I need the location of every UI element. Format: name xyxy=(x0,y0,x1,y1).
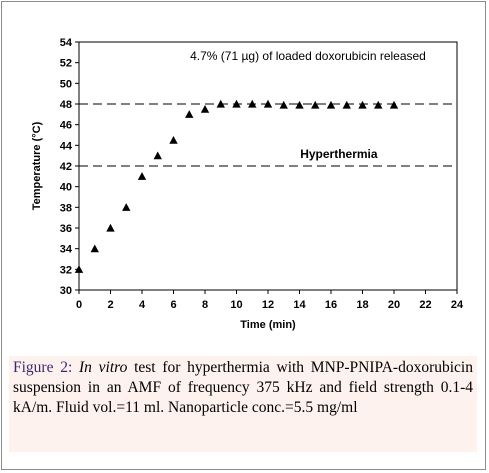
y-tick-label: 40 xyxy=(60,182,72,194)
x-tick-label: 24 xyxy=(451,299,464,311)
y-tick-label: 38 xyxy=(60,202,72,214)
data-point xyxy=(106,223,115,232)
x-tick-label: 14 xyxy=(293,299,306,311)
x-tick-label: 4 xyxy=(139,299,146,311)
data-point xyxy=(169,135,178,144)
x-tick-label: 18 xyxy=(356,299,368,311)
data-point xyxy=(216,99,225,108)
y-axis-ticks: 30 32 34 36 38 40 42 44 46 48 50 52 54 xyxy=(60,37,79,297)
y-tick-label: 42 xyxy=(60,161,72,173)
y-tick-label: 32 xyxy=(60,264,72,276)
data-point xyxy=(342,100,351,109)
caption-label: Figure 2: xyxy=(13,359,73,376)
data-point xyxy=(232,99,241,108)
release-annotation: 4.7% (71 µg) of loaded doxorubicin relea… xyxy=(190,49,426,63)
data-point xyxy=(389,100,399,109)
x-tick-label: 8 xyxy=(202,299,208,311)
y-tick-label: 52 xyxy=(60,58,72,70)
y-tick-label: 54 xyxy=(60,37,73,49)
y-tick-label: 36 xyxy=(60,223,72,235)
data-point xyxy=(295,100,304,109)
x-tick-label: 22 xyxy=(419,299,431,311)
data-point xyxy=(374,100,383,109)
data-point xyxy=(248,99,257,108)
y-tick-label: 34 xyxy=(60,244,73,256)
y-tick-label: 44 xyxy=(60,140,73,152)
data-point xyxy=(311,100,320,109)
data-point xyxy=(326,100,336,109)
x-tick-label: 16 xyxy=(325,299,337,311)
x-tick-label: 2 xyxy=(107,299,113,311)
x-tick-label: 12 xyxy=(262,299,274,311)
figure-caption: Figure 2: In vitro test for hyperthermia… xyxy=(9,356,477,452)
x-tick-label: 20 xyxy=(388,299,400,311)
y-tick-label: 48 xyxy=(60,99,72,111)
x-axis-ticks: 0 2 4 6 8 10 12 14 16 18 20 22 24 xyxy=(76,290,464,311)
data-point xyxy=(358,100,367,109)
data-point xyxy=(90,244,99,253)
data-point xyxy=(137,172,147,180)
x-tick-label: 6 xyxy=(170,299,176,311)
data-point xyxy=(185,110,194,118)
y-tick-label: 30 xyxy=(60,285,72,297)
reference-lines xyxy=(79,103,457,167)
y-tick-label: 46 xyxy=(60,120,72,132)
caption-text: test for hyperthermia with MNP-PNIPA-dox… xyxy=(13,359,473,416)
data-point xyxy=(200,104,210,113)
plot-area-border xyxy=(78,41,458,291)
data-point xyxy=(122,203,131,211)
hyperthermia-label: Hyperthermia xyxy=(300,147,378,161)
data-point xyxy=(153,151,162,160)
x-tick-label: 0 xyxy=(76,299,82,311)
caption-italic-phrase: In vitro xyxy=(79,359,128,376)
y-axis-title: Temperature (°C) xyxy=(31,121,43,210)
data-point xyxy=(279,100,288,109)
x-tick-label: 10 xyxy=(230,299,242,311)
y-tick-label: 50 xyxy=(60,78,72,90)
x-axis-title: Time (min) xyxy=(240,319,296,331)
data-points xyxy=(74,99,399,273)
data-point xyxy=(263,99,273,108)
